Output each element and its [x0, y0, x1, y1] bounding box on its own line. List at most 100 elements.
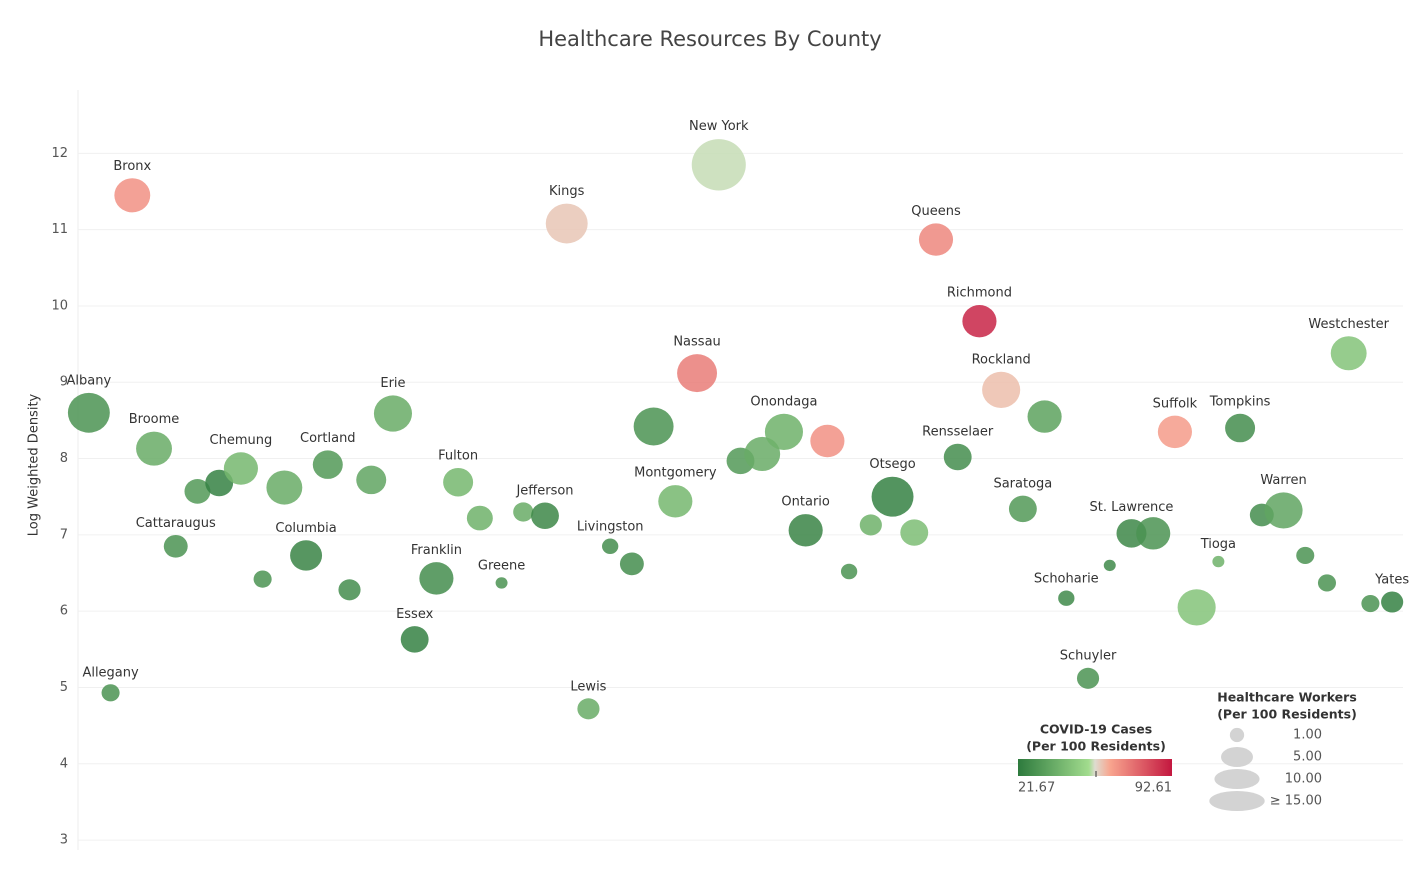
bubble — [764, 413, 803, 450]
bubble-label: Essex — [396, 607, 434, 622]
bubble-label: St. Lawrence — [1090, 500, 1174, 515]
size-legend-label: ≥ 15.00 — [1270, 794, 1322, 809]
size-legend-label: 1.00 — [1293, 728, 1322, 743]
size-legend-title: Healthcare Workers — [1217, 690, 1357, 705]
bubble-label: Lewis — [570, 679, 606, 694]
bubble-label: Greene — [478, 558, 525, 573]
y-tick-label: 8 — [60, 451, 68, 466]
bubble — [1225, 413, 1256, 443]
bubble-label: Kings — [549, 184, 585, 199]
bubble-label: Bronx — [113, 159, 151, 174]
bubble — [513, 502, 534, 522]
size-legend-symbol — [1214, 769, 1260, 789]
bubble-label: Livingston — [577, 520, 644, 535]
bubble-label: Yates — [1374, 572, 1409, 587]
bubble-label: Allegany — [82, 665, 139, 680]
y-tick-label: 12 — [51, 146, 68, 161]
bubble — [1157, 415, 1192, 449]
bubble — [1264, 492, 1303, 529]
bubble-label: Ontario — [781, 495, 829, 510]
size-legend-title: (Per 100 Residents) — [1217, 707, 1357, 722]
bubble-label: Westchester — [1308, 317, 1389, 332]
bubble-label: Broome — [129, 412, 180, 427]
y-tick-label: 10 — [51, 298, 68, 313]
bubble — [1076, 667, 1100, 689]
bubble — [744, 436, 781, 472]
bubble — [545, 203, 588, 244]
bubble — [1381, 591, 1404, 613]
bubble — [788, 514, 823, 547]
bubble — [338, 579, 361, 601]
bubble — [577, 698, 600, 720]
chart-title: Healthcare Resources By County — [538, 27, 881, 51]
y-tick-label: 3 — [60, 833, 68, 848]
bubble-label: Tompkins — [1209, 395, 1271, 410]
y-tick-label: 4 — [60, 756, 68, 771]
bubble — [136, 431, 172, 466]
bubble — [943, 443, 972, 471]
bubble-label: Warren — [1260, 473, 1306, 488]
bubble — [1330, 336, 1367, 371]
bubble-label: Chemung — [210, 433, 273, 448]
bubble — [531, 502, 559, 530]
bubble-label: Onondaga — [750, 394, 817, 409]
bubble — [1296, 546, 1315, 565]
bubble-label: Rensselaer — [922, 425, 994, 440]
color-legend-title: (Per 100 Residents) — [1026, 739, 1166, 754]
bubble — [982, 371, 1021, 408]
size-legend-label: 5.00 — [1293, 750, 1322, 765]
bubble-label: Schoharie — [1034, 572, 1099, 587]
color-legend-bar — [1018, 759, 1172, 776]
bubble — [1027, 400, 1062, 433]
bubble — [633, 407, 674, 446]
bubble — [1212, 555, 1225, 568]
bubble-label: Cortland — [300, 431, 356, 446]
bubble — [677, 354, 718, 393]
bubble — [163, 534, 188, 558]
bubble-label: Cattaraugus — [136, 516, 216, 531]
bubble — [356, 465, 387, 495]
size-legend-label: 10.00 — [1285, 772, 1322, 787]
bubble-label: Franklin — [411, 543, 462, 558]
bubble — [691, 139, 746, 191]
bubble-label: Suffolk — [1153, 396, 1198, 411]
bubble-label: Queens — [911, 204, 961, 219]
bubble — [962, 304, 997, 338]
bubble — [312, 450, 343, 479]
bubble — [101, 684, 120, 702]
bubble-label: Nassau — [673, 335, 720, 350]
size-legend-symbol — [1209, 791, 1265, 811]
bubble — [184, 479, 211, 504]
bubble — [658, 485, 693, 518]
bubble — [619, 552, 644, 576]
bubble — [810, 424, 845, 458]
size-legend-symbol — [1221, 747, 1253, 767]
bubble — [840, 563, 858, 580]
bubble — [373, 395, 413, 432]
bubble — [266, 470, 303, 505]
bubble-label: Erie — [380, 376, 405, 391]
bubble-label: Otsego — [869, 457, 915, 472]
y-axis-label: Log Weighted Density — [27, 393, 42, 536]
bubble — [443, 467, 474, 497]
color-legend-title: COVID-19 Cases — [1040, 722, 1152, 737]
bubble — [1058, 590, 1075, 606]
bubble — [859, 514, 882, 536]
bubble-label: Rockland — [972, 352, 1031, 367]
bubble — [1136, 517, 1171, 550]
bubble — [1008, 495, 1037, 523]
bubble-label: Saratoga — [993, 476, 1052, 491]
bubble — [1361, 594, 1380, 613]
bubble — [67, 392, 110, 433]
bubble-label: Jefferson — [515, 483, 573, 498]
bubble — [400, 626, 429, 653]
bubble — [1103, 559, 1116, 572]
bubble-label: Albany — [67, 373, 112, 388]
bubble — [290, 540, 323, 571]
color-legend-max: 92.61 — [1135, 781, 1172, 796]
bubble-label: New York — [689, 119, 749, 134]
bubble — [1177, 589, 1216, 626]
bubble — [114, 178, 151, 213]
bubble — [419, 562, 454, 595]
